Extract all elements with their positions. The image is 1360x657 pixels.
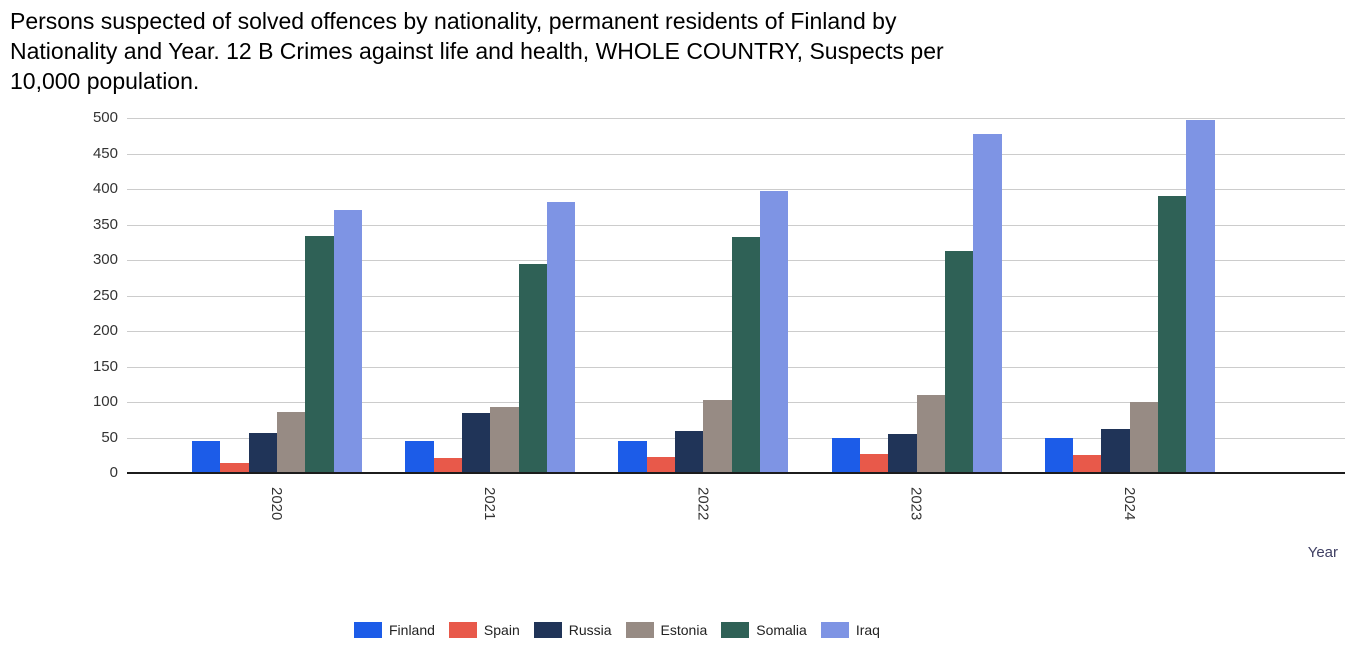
chart-title: Persons suspected of solved offences by …	[10, 6, 944, 96]
gridline	[127, 189, 1345, 190]
chart-title-line: 10,000 population.	[10, 68, 200, 94]
legend-label: Iraq	[855, 622, 880, 638]
x-category-label: 2023	[907, 487, 925, 521]
legend-label: Russia	[568, 622, 612, 638]
bar-finland-2021	[405, 441, 434, 473]
gridline	[127, 153, 1345, 155]
bar-russia-2022	[675, 431, 704, 473]
legend-item-somalia: Somalia	[721, 622, 807, 638]
y-tick-label: 50	[101, 428, 118, 446]
bar-somalia-2022	[731, 237, 761, 473]
legend-item-iraq: Iraq	[820, 622, 880, 638]
legend-item-russia: Russia	[533, 622, 612, 638]
y-tick-label: 500	[92, 109, 118, 126]
bar-russia-2024	[1101, 428, 1130, 473]
bar-finland-2024	[1044, 438, 1074, 473]
gridline	[127, 118, 1345, 119]
legend-swatch-icon	[533, 622, 562, 638]
gridline	[127, 224, 1345, 226]
legend-label: Finland	[389, 622, 435, 638]
bar-somalia-2020	[305, 235, 334, 473]
legend: Finland Spain Russia Estonia Somalia Iraq	[354, 622, 880, 638]
bar-russia-2023	[888, 433, 917, 473]
bar-finland-2023	[831, 438, 860, 473]
bar-estonia-2022	[703, 399, 732, 473]
bar-iraq-2024	[1186, 120, 1215, 473]
chart-title-line: Persons suspected of solved offences by …	[10, 8, 897, 34]
bar-finland-2020	[192, 441, 221, 473]
bar-iraq-2022	[760, 191, 789, 473]
y-tick-label: 250	[92, 286, 118, 304]
bar-estonia-2021	[490, 406, 519, 473]
bar-iraq-2023	[973, 133, 1002, 473]
legend-swatch-icon	[625, 622, 654, 638]
y-tick-label: 350	[92, 215, 118, 233]
bar-iraq-2021	[546, 201, 576, 473]
bar-iraq-2020	[333, 209, 362, 473]
legend-label: Estonia	[660, 622, 708, 638]
bar-estonia-2023	[916, 394, 945, 473]
x-category-label: 2024	[1120, 487, 1138, 521]
bar-somalia-2023	[944, 251, 974, 473]
y-tick-label: 300	[92, 251, 118, 268]
bar-spain-2021	[433, 458, 462, 473]
bar-russia-2021	[461, 413, 491, 473]
legend-swatch-icon	[721, 622, 750, 638]
y-tick-label: 450	[92, 144, 118, 162]
legend-swatch-icon	[820, 622, 849, 638]
bar-estonia-2020	[276, 411, 306, 473]
y-tick-label: 0	[109, 464, 118, 481]
x-category-label: 2022	[694, 487, 712, 521]
legend-item-estonia: Estonia	[625, 622, 708, 638]
bar-spain-2024	[1073, 454, 1102, 473]
y-tick-label: 100	[92, 393, 118, 410]
bar-russia-2020	[248, 432, 277, 473]
legend-label: Spain	[483, 622, 520, 638]
bar-spain-2020	[220, 463, 249, 473]
bar-somalia-2024	[1158, 196, 1187, 473]
bar-finland-2022	[618, 441, 647, 473]
bar-spain-2023	[859, 453, 889, 473]
legend-label: Somalia	[756, 622, 807, 638]
legend-item-finland: Finland	[354, 622, 435, 638]
bar-spain-2022	[646, 456, 676, 473]
bar-somalia-2021	[518, 263, 547, 473]
legend-swatch-icon	[354, 622, 382, 638]
legend-item-spain: Spain	[448, 622, 520, 638]
y-tick-label: 200	[92, 322, 118, 339]
chart-title-line: Nationality and Year. 12 B Crimes agains…	[10, 38, 944, 64]
legend-swatch-icon	[448, 622, 477, 638]
x-category-label: 2021	[481, 487, 499, 521]
y-tick-label: 400	[92, 180, 118, 197]
bar-estonia-2024	[1129, 402, 1159, 473]
x-category-label: 2020	[267, 487, 285, 521]
x-axis-title: Year	[1307, 544, 1338, 561]
x-axis-line	[127, 472, 1345, 474]
y-tick-label: 150	[92, 357, 118, 375]
